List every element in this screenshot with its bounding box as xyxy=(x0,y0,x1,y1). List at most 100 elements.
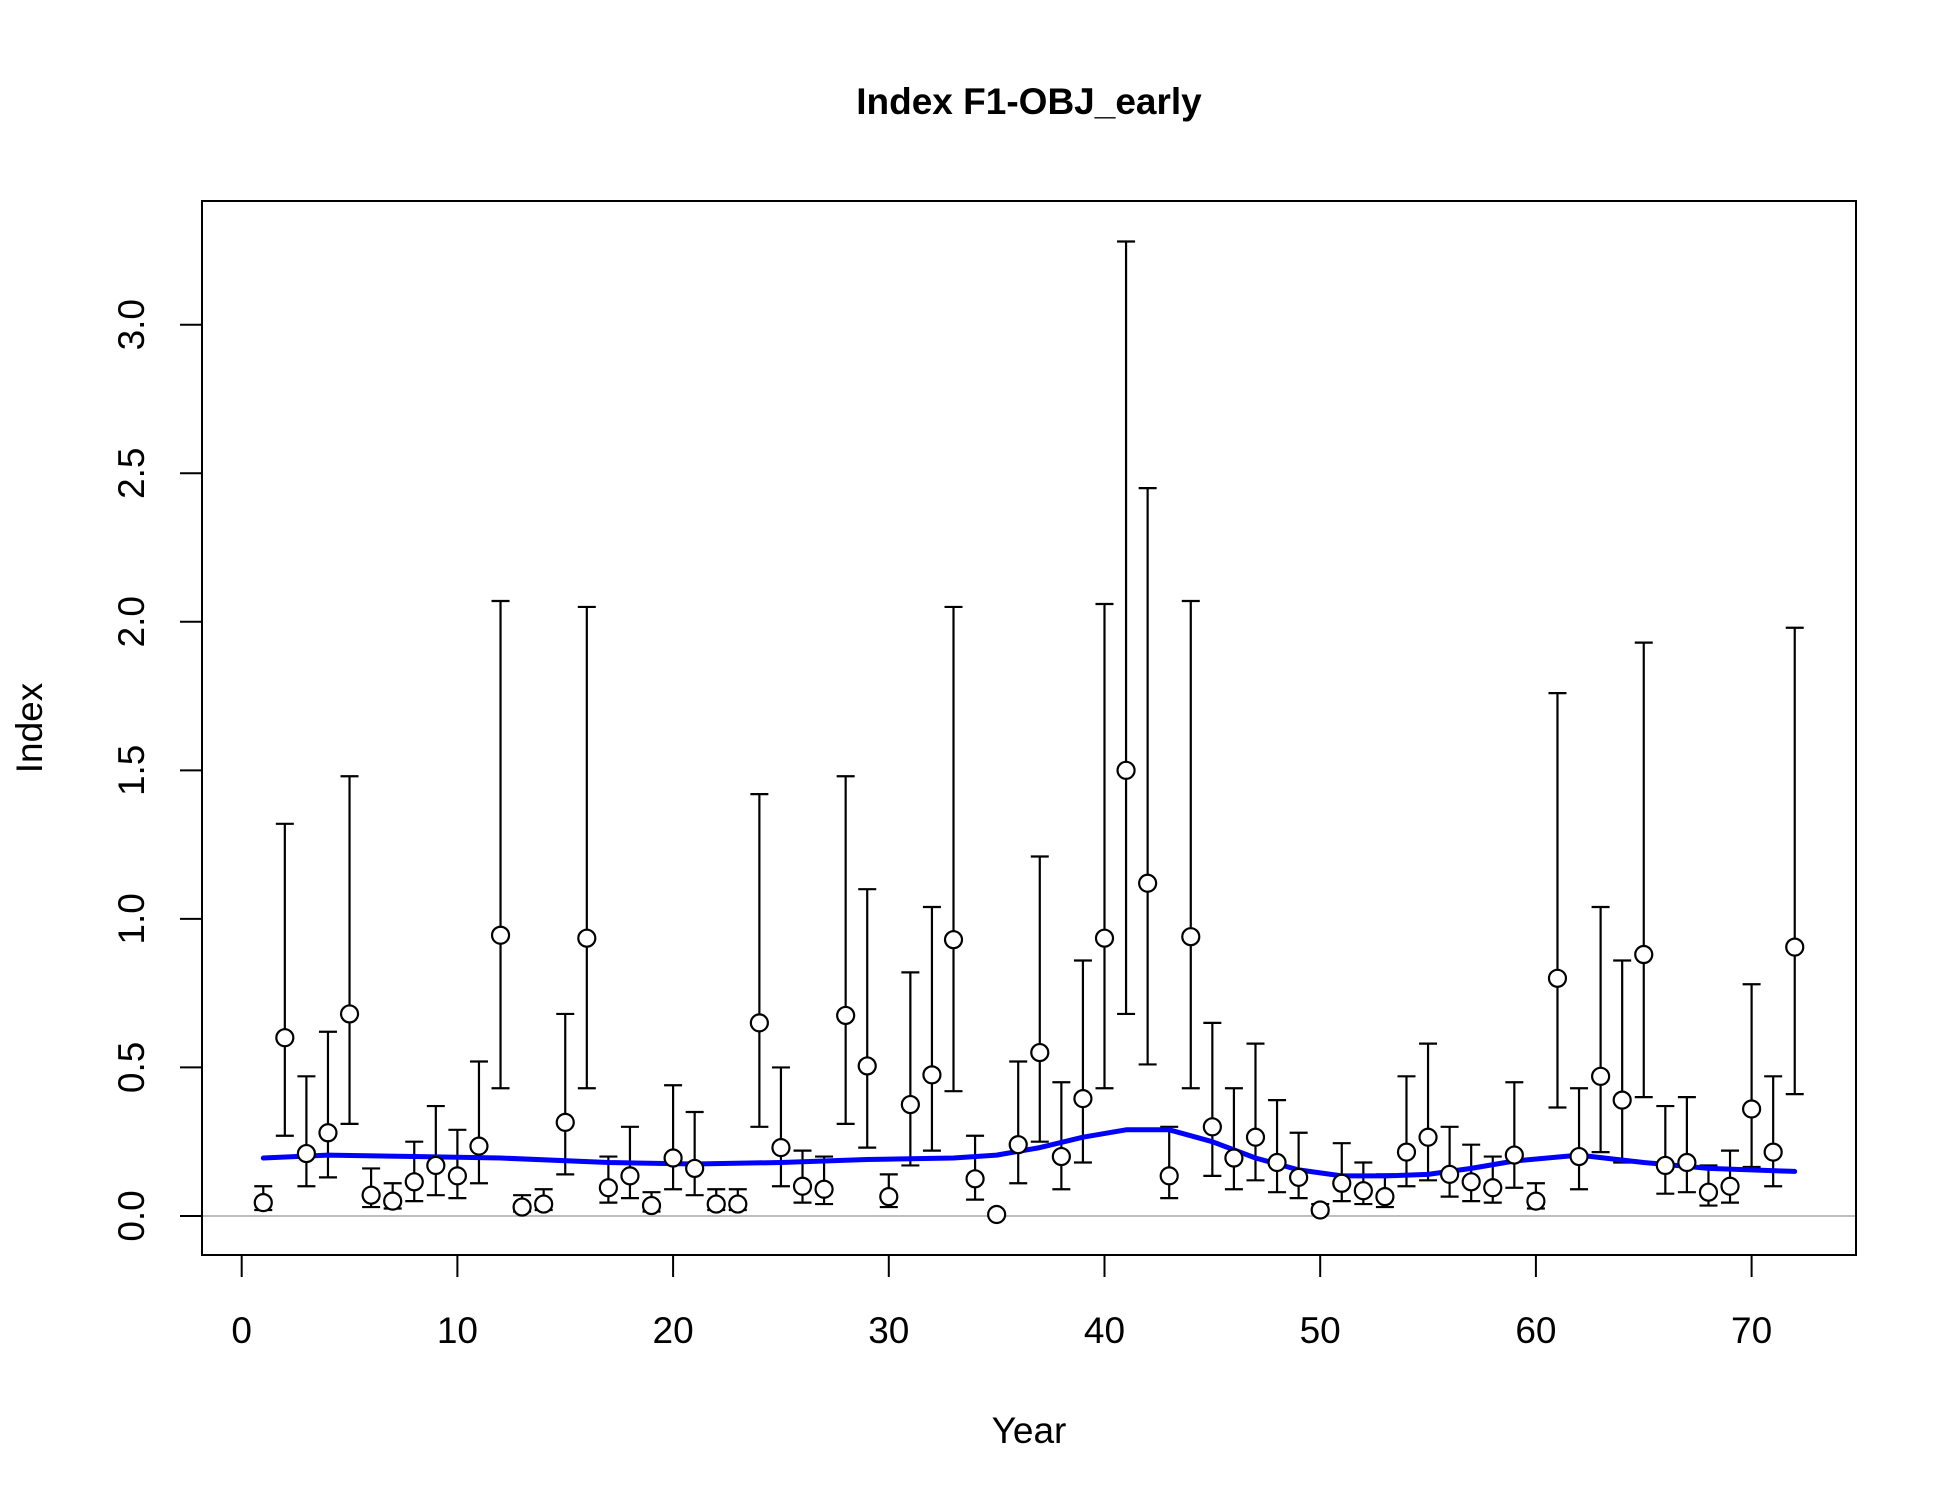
y-tick-label: 2.5 xyxy=(111,448,152,499)
error-bar xyxy=(1009,1060,1028,1185)
y-tick-label: 2.0 xyxy=(111,596,152,647)
data-point xyxy=(1051,1146,1071,1167)
error-bar xyxy=(966,1134,985,1201)
data-point xyxy=(1763,1142,1783,1162)
data-point xyxy=(253,1192,273,1213)
error-bar xyxy=(469,1060,488,1185)
data-point xyxy=(296,1143,316,1164)
data-point xyxy=(922,1065,942,1085)
data-point xyxy=(598,1178,618,1198)
error-bar xyxy=(1397,1075,1416,1188)
data-point xyxy=(814,1179,834,1199)
data-point xyxy=(275,1028,295,1048)
y-tick-label: 1.5 xyxy=(111,745,152,796)
data-point xyxy=(706,1194,726,1214)
smoother-line xyxy=(260,1127,1798,1179)
data-point xyxy=(577,928,597,948)
data-point xyxy=(1720,1176,1740,1196)
data-point xyxy=(447,1166,467,1186)
error-bar xyxy=(426,1104,445,1197)
error-bar xyxy=(577,605,596,1090)
error-bar xyxy=(556,1012,575,1176)
data-point xyxy=(383,1191,403,1211)
data-point xyxy=(836,1005,856,1026)
data-point xyxy=(620,1166,640,1186)
data-point xyxy=(1073,1089,1093,1109)
data-point xyxy=(469,1136,489,1156)
error-bar xyxy=(1052,1081,1071,1191)
error-bar xyxy=(1419,1042,1438,1182)
data-point xyxy=(1332,1173,1352,1193)
data-point xyxy=(534,1194,554,1214)
data-point xyxy=(404,1172,424,1192)
data-point xyxy=(1698,1182,1719,1202)
data-point xyxy=(1159,1166,1179,1186)
data-point xyxy=(1526,1191,1546,1211)
error-bar xyxy=(750,793,769,1128)
data-point xyxy=(1353,1181,1373,1201)
data-point xyxy=(1591,1066,1611,1086)
error-bar xyxy=(1073,959,1092,1164)
data-point xyxy=(1483,1178,1503,1198)
data-point xyxy=(965,1169,985,1189)
data-point xyxy=(987,1204,1007,1225)
data-point xyxy=(339,1004,360,1024)
error-bar xyxy=(275,822,294,1137)
error-bar xyxy=(297,1075,316,1188)
data-point xyxy=(1785,937,1805,957)
error-bar xyxy=(1570,1087,1589,1191)
data-point xyxy=(879,1187,899,1207)
data-point xyxy=(1138,873,1158,893)
error-bar xyxy=(1095,602,1114,1090)
data-point xyxy=(943,930,964,950)
error-bar xyxy=(1505,1081,1524,1189)
y-axis-label: Index xyxy=(9,682,50,773)
data-point xyxy=(792,1176,813,1196)
data-point xyxy=(857,1056,877,1076)
error-bar xyxy=(1785,626,1804,1096)
data-point xyxy=(1655,1155,1675,1176)
error-bar xyxy=(491,599,510,1090)
error-bar xyxy=(1030,855,1049,1143)
data-point xyxy=(1267,1152,1287,1173)
x-tick-label: 60 xyxy=(1515,1310,1556,1351)
error-bar xyxy=(340,775,359,1125)
error-bar xyxy=(1656,1104,1675,1195)
data-point xyxy=(1634,944,1654,965)
x-tick-label: 10 xyxy=(437,1310,478,1351)
data-point xyxy=(1094,928,1115,948)
data-point xyxy=(512,1197,532,1217)
y-tick-label: 1.0 xyxy=(111,893,152,944)
error-bar xyxy=(664,1084,683,1191)
y-tick-label: 0.0 xyxy=(111,1190,152,1241)
data-point xyxy=(1310,1200,1330,1220)
data-point xyxy=(641,1195,662,1216)
data-point xyxy=(1742,1099,1762,1119)
error-bar xyxy=(1764,1075,1783,1188)
data-point xyxy=(1375,1187,1395,1207)
x-tick-label: 70 xyxy=(1731,1310,1772,1351)
data-point xyxy=(1504,1145,1524,1165)
data-point xyxy=(749,1013,769,1033)
data-point xyxy=(1202,1117,1222,1137)
data-point xyxy=(1677,1152,1697,1173)
error-bar xyxy=(448,1128,467,1200)
data-point xyxy=(1245,1127,1266,1147)
data-point xyxy=(1440,1164,1460,1184)
error-bar xyxy=(1634,641,1653,1099)
plot-frame xyxy=(201,200,1857,1256)
data-point xyxy=(490,925,511,945)
data-point xyxy=(1569,1146,1589,1167)
error-bar xyxy=(1548,691,1567,1109)
data-point xyxy=(1461,1172,1481,1192)
data-point xyxy=(1396,1142,1417,1162)
chart-title: Index F1-OBJ_early xyxy=(856,81,1202,122)
error-bar xyxy=(1117,240,1136,1016)
data-point xyxy=(1547,968,1568,988)
error-bar xyxy=(1742,983,1761,1169)
error-bar xyxy=(1677,1096,1696,1194)
x-tick-label: 30 xyxy=(868,1310,909,1351)
error-bar xyxy=(1591,905,1610,1154)
